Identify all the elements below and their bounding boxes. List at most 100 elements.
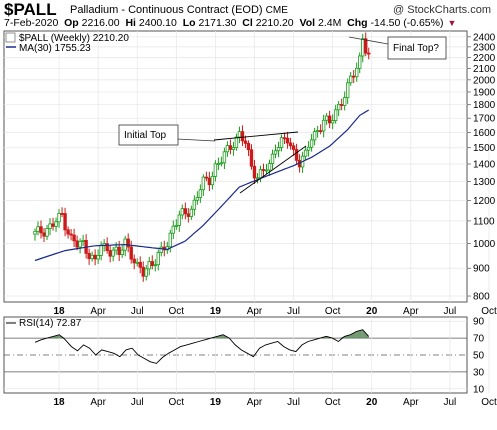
- price-candle-body: [66, 229, 70, 235]
- price-candle-body: [180, 208, 185, 216]
- price-candle-body: [351, 75, 356, 78]
- price-y-tick-label: 1000: [473, 239, 496, 250]
- price-candle-body: [186, 213, 191, 217]
- rsi-x-tick-label: Apr: [247, 397, 263, 408]
- chg-value: -14.50 (-0.65%): [370, 17, 444, 29]
- price-candle-body: [99, 244, 103, 256]
- price-candle-body: [114, 246, 118, 251]
- price-candle-body: [168, 232, 172, 248]
- contract-description: Palladium - Continuous Contract (EOD): [70, 4, 263, 16]
- chart-description: Palladium - Continuous Contract (EOD) CM…: [70, 4, 288, 16]
- price-candle-body: [246, 142, 251, 151]
- price-candle-body: [234, 136, 239, 149]
- price-candle-body: [339, 104, 344, 106]
- price-x-tick-label: Jul: [444, 306, 457, 317]
- price-candle-body: [255, 177, 260, 180]
- price-candle-body: [309, 139, 314, 148]
- rsi-x-tick-label: Oct: [325, 397, 341, 408]
- rsi-y-tick-label: 70: [473, 334, 485, 345]
- price-x-axis: 18 Apr Jul Oct 19 Apr Jul Oct 20 Apr Jul Oct: [53, 306, 497, 317]
- watermark: @ StockCharts.com: [393, 4, 491, 16]
- price-grid: [4, 31, 490, 302]
- open-value: 2216.00: [81, 17, 120, 29]
- price-candle-body: [358, 55, 362, 69]
- price-y-tick-label: 1600: [473, 128, 496, 139]
- price-candle-body: [345, 82, 350, 99]
- price-candle-body: [81, 239, 85, 242]
- price-candle-body: [210, 175, 215, 186]
- rsi-legend: RSI(14) 72.87: [6, 318, 82, 329]
- rsi-x-tick-label: Jul: [131, 397, 144, 408]
- price-legend: $PALL (Weekly) 2210.20 MA(30) 1755.23: [5, 32, 129, 54]
- rsi-x-tick-label: Jul: [444, 397, 457, 408]
- price-candle-body: [327, 115, 332, 124]
- lower-trendline: [239, 145, 307, 194]
- initial-top-pointer: [176, 138, 216, 142]
- price-candle-body: [240, 131, 245, 142]
- price-candle-body: [159, 246, 163, 253]
- price-candle-body: [348, 75, 353, 84]
- price-x-tick-label: Oct: [169, 306, 185, 317]
- price-x-tick-label: Oct: [325, 306, 341, 317]
- price-candle-body: [57, 213, 61, 223]
- price-y-tick-label: 1100: [473, 216, 495, 227]
- price-candle-body: [111, 249, 115, 257]
- price-candle-body: [273, 150, 278, 155]
- price-candle-body: [177, 214, 182, 226]
- price-candle-body: [147, 261, 151, 270]
- price-candle-body: [132, 258, 136, 264]
- price-candle-body: [285, 137, 290, 144]
- price-candle-body: [201, 176, 206, 191]
- rsi-x-axis: 18 Apr Jul Oct 19 Apr Jul Oct 20 Apr Jul Oct: [53, 397, 497, 408]
- final-top-label: Final Top?: [393, 43, 439, 54]
- price-candle-body: [51, 223, 55, 227]
- rsi-y-tick-label: 50: [473, 351, 485, 362]
- price-candle-body: [195, 197, 200, 201]
- rsi-legend-label: RSI(14) 72.87: [19, 318, 82, 329]
- price-candle-body: [367, 52, 371, 55]
- price-candle-body: [330, 120, 335, 124]
- price-candle-body: [36, 226, 40, 232]
- price-x-tick-label: Jul: [287, 306, 300, 317]
- rsi-x-tick-label: Jul: [287, 397, 300, 408]
- price-candle-body: [318, 130, 323, 132]
- price-candle-body: [333, 109, 338, 121]
- price-y-tick-label: 2300: [473, 42, 496, 53]
- price-candle-body: [171, 225, 176, 234]
- price-candle-body: [321, 119, 326, 132]
- final-top-pointer: [348, 36, 389, 45]
- legend-box-icon: [5, 32, 16, 43]
- price-candle-body: [270, 153, 275, 164]
- price-candle-body: [135, 261, 139, 264]
- price-y-tick-label: 1300: [473, 177, 496, 188]
- price-y-axis: 800 900 1000 1100 1200 1300 1400 1500 1600 1700 18…: [467, 32, 496, 303]
- vol-value: 2.4M: [317, 17, 342, 29]
- price-x-tick-label: Apr: [247, 306, 263, 317]
- price-candle-body: [33, 230, 37, 235]
- price-candle-body: [264, 169, 269, 172]
- price-y-tick-label: 1500: [473, 143, 496, 154]
- price-candle-body: [129, 246, 133, 260]
- price-y-tick-label: 900: [473, 264, 490, 275]
- price-candle-body: [45, 228, 49, 237]
- price-candle-body: [312, 131, 317, 141]
- price-candle-body: [282, 137, 287, 140]
- price-candle-body: [342, 97, 347, 106]
- price-candle-body: [120, 249, 124, 256]
- price-candle-body: [150, 261, 154, 266]
- price-candle-body: [96, 255, 100, 260]
- vol-label: Vol: [299, 17, 316, 29]
- price-candle-body: [267, 163, 272, 171]
- rsi-x-tick-label: Apr: [90, 397, 106, 408]
- final-top-annotation: Final Top?: [348, 36, 447, 60]
- high-label: Hi: [125, 17, 136, 29]
- price-candle-body: [355, 67, 359, 78]
- price-candle-body: [231, 147, 236, 150]
- price-bars: [33, 32, 371, 282]
- price-candle-body: [222, 151, 227, 164]
- rsi-line: [34, 329, 370, 364]
- price-y-tick-label: 800: [473, 292, 490, 303]
- rsi-x-tick-label: Apr: [403, 397, 419, 408]
- rsi-fill-segment: [350, 331, 357, 339]
- final-top-box: [387, 36, 447, 60]
